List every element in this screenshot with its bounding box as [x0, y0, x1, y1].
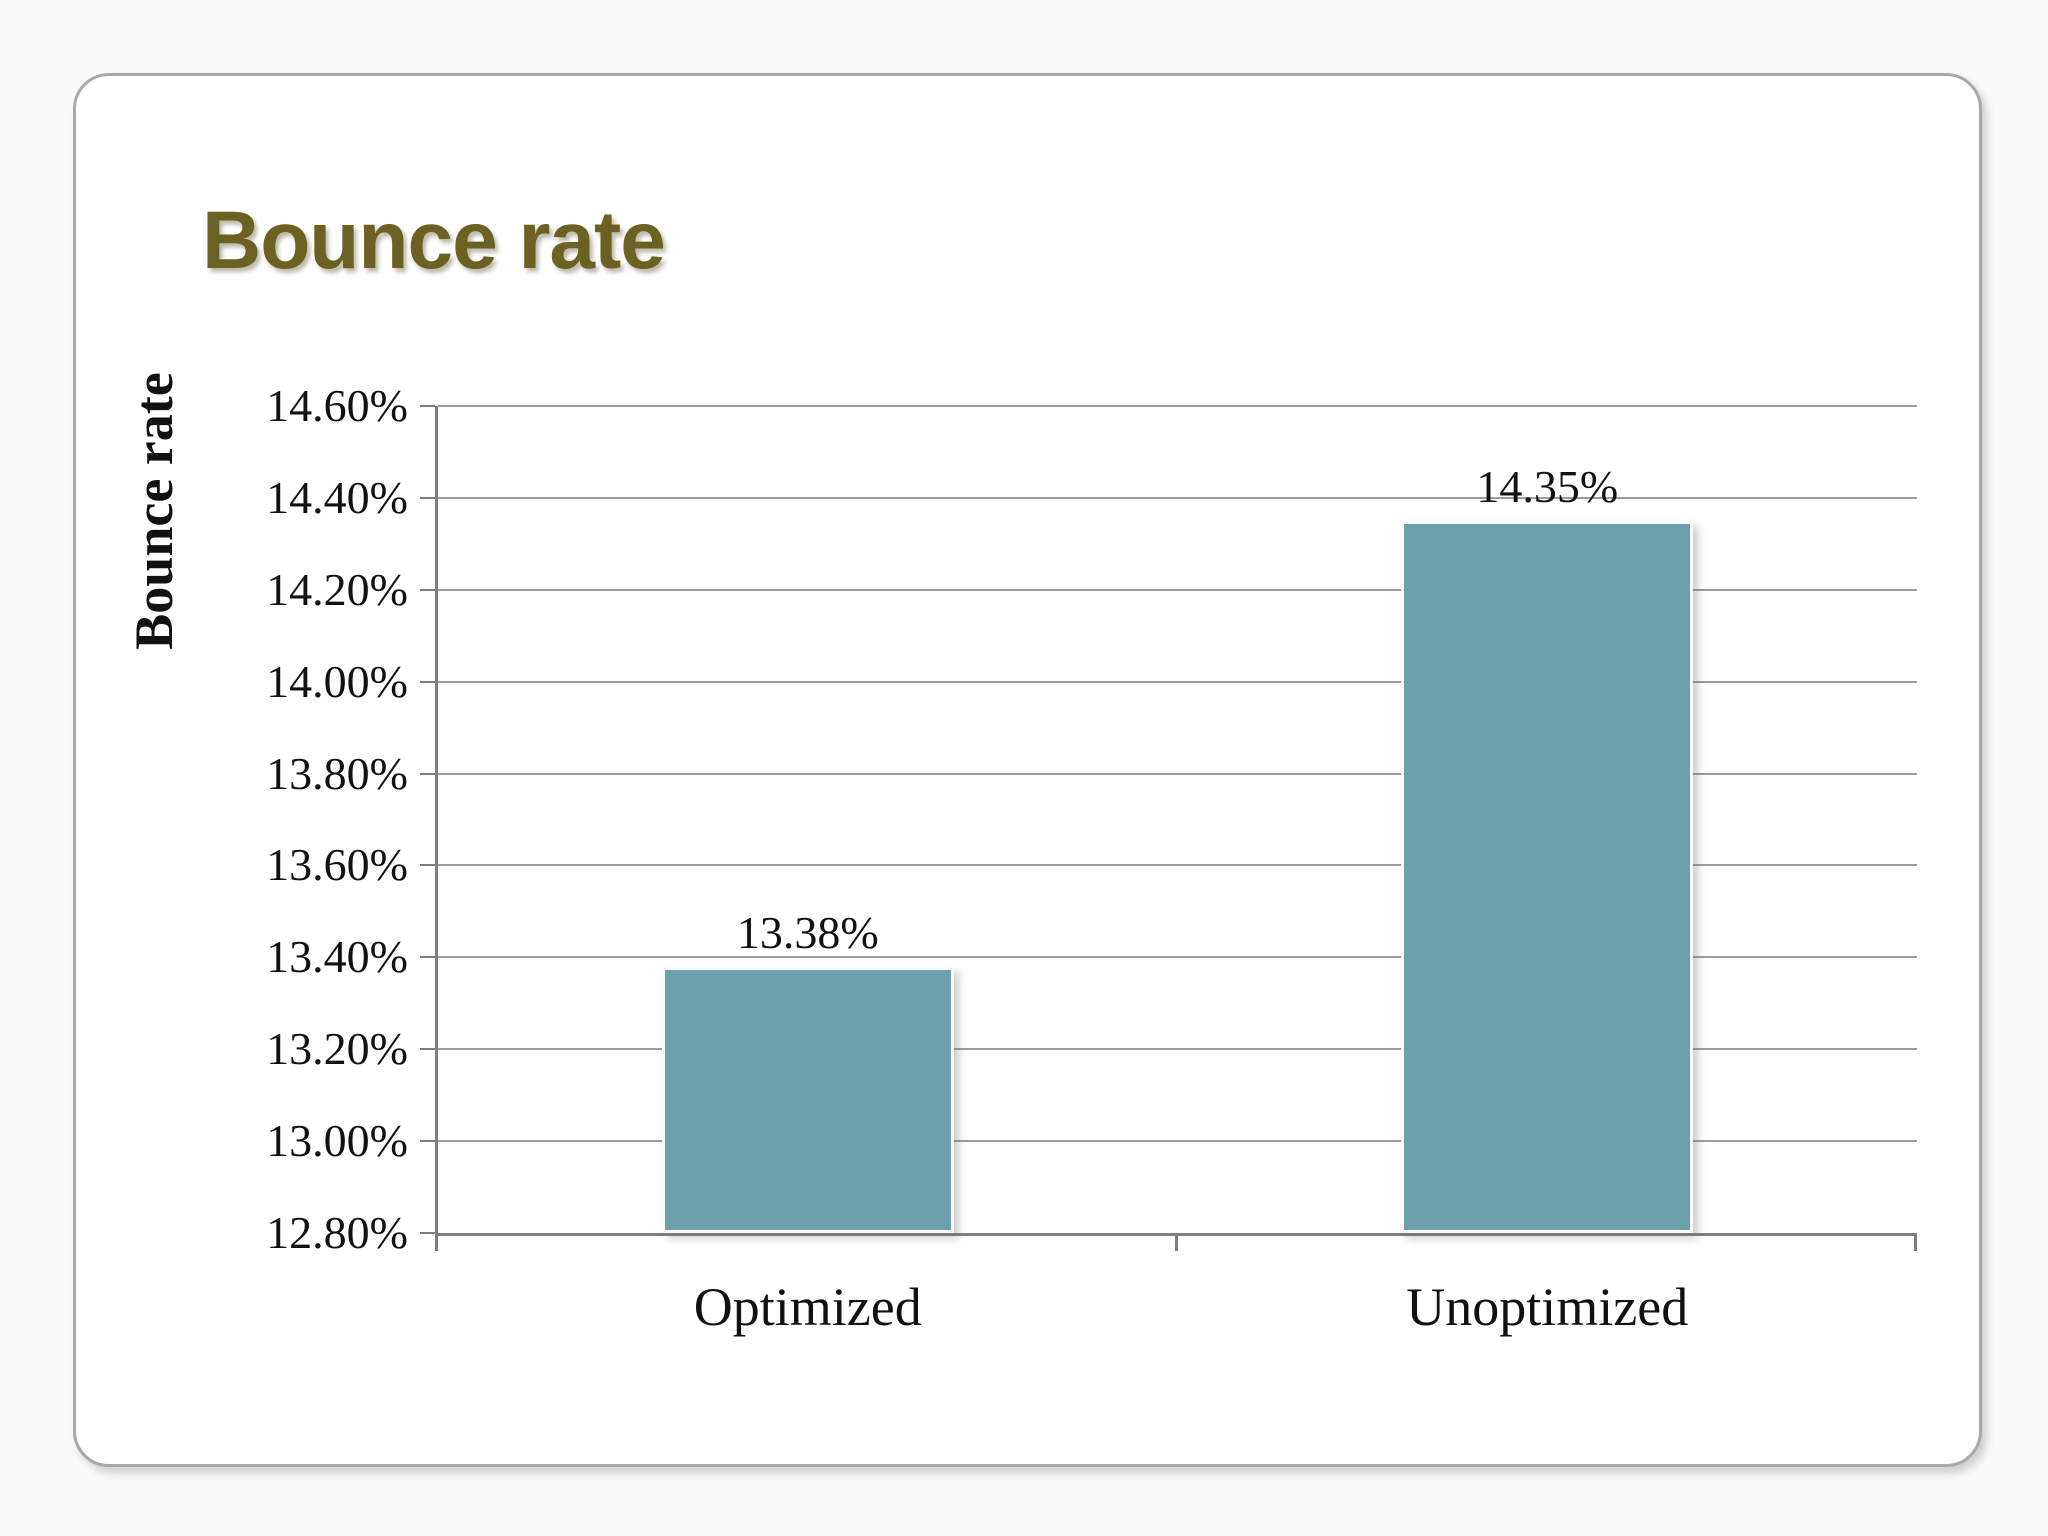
y-tick-mark [420, 1048, 435, 1051]
y-tick-label: 13.40% [266, 931, 408, 983]
gridline [438, 588, 1917, 591]
y-tick-mark [420, 1232, 435, 1234]
y-tick-label: 14.40% [266, 471, 408, 523]
gridline [438, 1048, 1917, 1051]
y-tick-label: 14.60% [266, 380, 408, 431]
gridline [438, 864, 1917, 867]
y-tick-label: 14.20% [266, 563, 408, 615]
gridline [438, 772, 1917, 775]
page-title: Bounce rate [202, 195, 666, 286]
bar-value-label-optimized: 13.38% [736, 906, 879, 958]
y-tick-mark [420, 1140, 435, 1143]
bar-value-label-unoptimized: 14.35% [1476, 460, 1619, 512]
y-tick-mark [420, 864, 435, 867]
gridline [438, 405, 1917, 407]
y-tick-mark [420, 680, 435, 683]
y-tick-mark [420, 496, 435, 499]
y-tick-label: 13.20% [266, 1023, 408, 1075]
x-category-label-optimized: Optimized [693, 1277, 922, 1337]
y-tick-mark [420, 588, 435, 591]
gridline [438, 1140, 1917, 1143]
y-tick-label: 13.00% [266, 1115, 408, 1167]
y-tick-mark [420, 405, 435, 407]
x-tick-mark [1914, 1233, 1917, 1251]
y-tick-label: 13.60% [266, 839, 408, 891]
y-tick-label: 13.80% [266, 747, 408, 799]
bar-optimized [661, 966, 954, 1233]
y-tick-label: 12.80% [266, 1207, 408, 1258]
gridline [438, 956, 1917, 959]
y-tick-label: 14.00% [266, 655, 408, 707]
x-category-label-unoptimized: Unoptimized [1406, 1277, 1689, 1337]
x-tick-mark [1174, 1233, 1178, 1251]
x-tick-mark [435, 1233, 438, 1251]
bar-unoptimized [1401, 520, 1694, 1233]
gridline [438, 680, 1917, 683]
gridline [438, 496, 1917, 499]
y-tick-mark [420, 956, 435, 959]
y-tick-mark [420, 772, 435, 775]
bar-chart-plot-area: 12.80% 13.00% 13.20% 13.40% 13.60% 13.80% 14.0… [266, 383, 1917, 1337]
